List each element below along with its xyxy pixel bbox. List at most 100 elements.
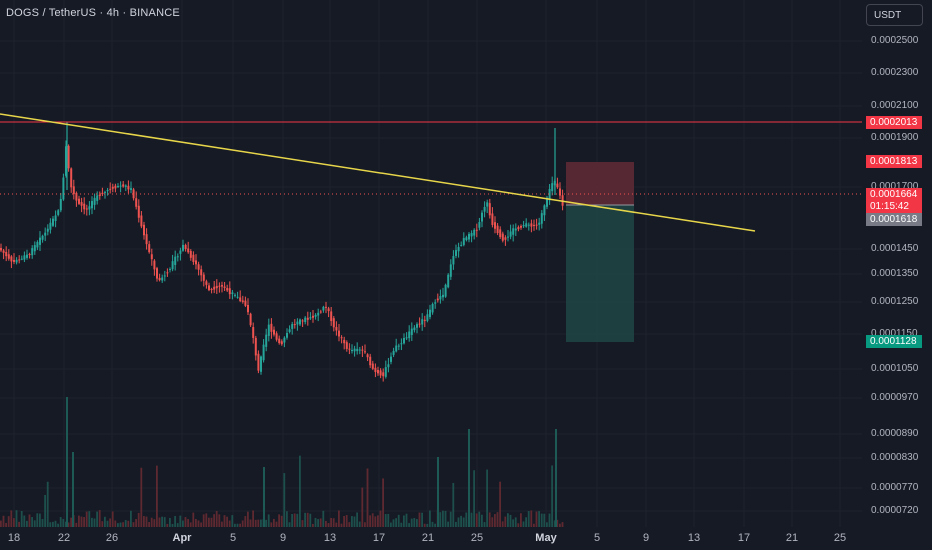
volume-bar [275, 521, 278, 527]
volume-bar [205, 513, 208, 527]
volume-bar [263, 467, 265, 527]
candle-body [330, 311, 333, 322]
volume-bar [176, 523, 179, 527]
candle-body [267, 324, 270, 336]
target-price-badge: 0.0001128 [866, 335, 922, 348]
candle-body [353, 348, 356, 352]
candle-body [119, 185, 122, 187]
volume-bar [410, 518, 413, 527]
candle-body [130, 188, 132, 190]
volume-bar [174, 516, 176, 527]
volume-bar [444, 510, 447, 527]
candle-body [265, 334, 268, 347]
time-label: 13 [323, 532, 337, 544]
volume-bar [387, 513, 390, 527]
volume-bars [0, 397, 564, 527]
volume-bar [377, 515, 379, 527]
candle-body [369, 356, 372, 366]
candle-body [304, 317, 307, 323]
volume-bar [517, 523, 520, 527]
candle-body [499, 229, 502, 238]
volume-bar [273, 518, 275, 527]
volume-bar [512, 519, 514, 527]
volume-bar [93, 518, 96, 527]
candle-body [538, 222, 541, 225]
candle-body [319, 311, 322, 313]
volume-bar [208, 517, 210, 527]
volume-bar [88, 511, 91, 527]
volume-bar [161, 516, 163, 527]
volume-bar [109, 518, 111, 527]
candle-body [166, 272, 169, 274]
volume-bar [67, 522, 70, 527]
price-tick: 0.0001350 [871, 268, 919, 279]
resistance-price-badge: 0.0002013 [866, 116, 922, 129]
target-zone [566, 205, 634, 342]
volume-bar [57, 523, 59, 527]
volume-bar [2, 515, 5, 527]
volume-bar [52, 521, 54, 527]
candle-body [533, 224, 535, 226]
volume-bar [182, 520, 184, 527]
volume-bar [408, 523, 410, 527]
volume-bar [551, 465, 553, 527]
volume-bar [465, 512, 468, 527]
candle-body [379, 370, 382, 376]
volume-bar [286, 511, 288, 527]
volume-bar [254, 519, 257, 527]
volume-bar [462, 517, 465, 527]
price-tick: 0.0001050 [871, 363, 919, 374]
last-price-badge [866, 188, 922, 213]
volume-bar [169, 517, 171, 527]
candle-body [135, 198, 138, 207]
volume-bar [239, 523, 241, 527]
volume-bar [46, 481, 49, 527]
candle-body [221, 285, 223, 287]
candle-body [192, 254, 195, 262]
time-label: 9 [279, 532, 287, 544]
candle-body [195, 260, 197, 265]
last-price-label: 0.0001664 [870, 189, 918, 200]
candle-body [397, 345, 400, 347]
volume-bar [353, 516, 356, 527]
candle-body [335, 327, 338, 331]
volume-bar [150, 517, 153, 527]
candle-body [421, 319, 424, 325]
candle-body [234, 294, 236, 296]
volume-bar [486, 469, 488, 527]
price-tick: 0.0002500 [871, 35, 919, 46]
candle-body [15, 259, 18, 263]
candle-body [468, 233, 470, 240]
countdown-timer: 01:15:42 [870, 201, 909, 212]
candle-body [208, 285, 210, 291]
volume-bar [127, 520, 130, 527]
candle-body [364, 351, 366, 353]
price-tick: 0.0000890 [871, 428, 919, 439]
candle-body [244, 300, 247, 306]
candle-body [444, 284, 447, 297]
candle-body [59, 199, 62, 211]
volume-bar [374, 516, 377, 527]
volume-bar [447, 521, 449, 527]
volume-bar [291, 514, 293, 527]
candle-body [104, 191, 106, 193]
candle-body [2, 250, 5, 253]
price-tick: 0.0000830 [871, 452, 919, 463]
volume-bar [119, 522, 122, 527]
candle-body [514, 228, 517, 231]
volume-bar [83, 517, 85, 527]
time-label: 17 [372, 532, 386, 544]
volume-bar [252, 510, 254, 527]
volume-bar [340, 523, 343, 527]
currency-button[interactable]: USDT [866, 4, 923, 26]
time-label: 26 [105, 532, 119, 544]
candle-body [280, 341, 283, 345]
candle-body [488, 203, 491, 216]
volume-bar [514, 517, 517, 527]
candle-body [546, 197, 548, 207]
candle-body [548, 188, 551, 201]
candle-body [559, 188, 561, 196]
volume-bar [356, 512, 358, 527]
